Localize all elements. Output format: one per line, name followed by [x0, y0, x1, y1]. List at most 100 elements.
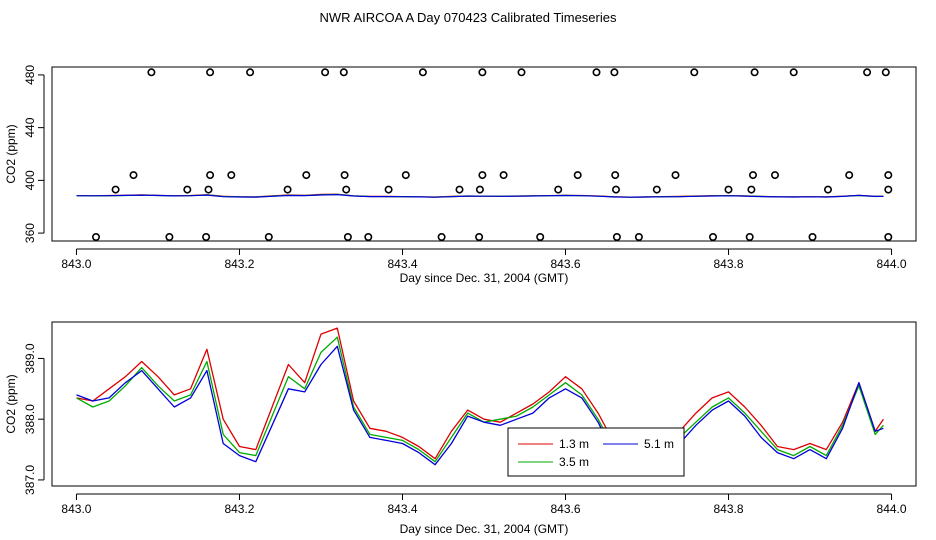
- top-x-tick-label: 843.8: [714, 257, 744, 271]
- calibration-point: [364, 233, 373, 242]
- calibration-point: [517, 68, 526, 77]
- calibration-point: [264, 233, 273, 242]
- calibration-point: [206, 68, 215, 77]
- calibration-point: [206, 171, 215, 180]
- top-y-axis-label: CO2 (ppm): [4, 124, 18, 183]
- calibration-point: [634, 233, 643, 242]
- calibration-point: [92, 233, 101, 242]
- calibration-point: [302, 171, 311, 180]
- top-y-tick-label: 480: [23, 65, 37, 85]
- calibration-point: [745, 233, 754, 242]
- top-x-tick-label: 843.2: [224, 257, 254, 271]
- bot-x-tick-label: 843.2: [224, 502, 254, 516]
- top-calibration-points: [92, 68, 893, 242]
- calibration-point: [573, 171, 582, 180]
- calibration-point: [536, 233, 545, 242]
- calibration-point: [770, 171, 779, 180]
- figure-title: NWR AIRCOA A Day 070423 Calibrated Times…: [320, 10, 617, 25]
- legend-label-1-3m: 1.3 m: [559, 437, 589, 451]
- top-x-tick-label: 844.0: [877, 257, 907, 271]
- calibration-point: [884, 185, 893, 194]
- bot-y-tick-label: 388.0: [23, 404, 37, 434]
- calibration-point: [724, 185, 733, 194]
- legend-label-5-1m: 5.1 m: [644, 437, 674, 451]
- calibration-point: [147, 68, 156, 77]
- calibration-point: [475, 185, 484, 194]
- bottom-y-axis-label: CO2 (ppm): [4, 374, 18, 433]
- calibration-point: [611, 185, 620, 194]
- series-line-3-5-m: [76, 336, 884, 466]
- calibration-point: [884, 233, 893, 242]
- calibration-point: [227, 171, 236, 180]
- calibration-point: [612, 233, 621, 242]
- top-x-axis-label: Day since Dec. 31, 2004 (GMT): [400, 271, 569, 285]
- calibration-point: [863, 68, 872, 77]
- top-x-tick-label: 843.6: [550, 257, 580, 271]
- calibration-point: [881, 68, 890, 77]
- calibration-point: [652, 185, 661, 194]
- calibration-point: [384, 185, 393, 194]
- top-y-axis: 360 400 440 480: [23, 65, 45, 243]
- calibration-point: [165, 233, 174, 242]
- calibration-point: [204, 185, 213, 194]
- calibration-point: [789, 68, 798, 77]
- calibration-point: [321, 68, 330, 77]
- bottom-x-axis-label: Day since Dec. 31, 2004 (GMT): [400, 522, 569, 536]
- calibration-point: [437, 233, 446, 242]
- series-line-1-3-m: [76, 327, 884, 463]
- series-line-5-1-m: [76, 345, 884, 469]
- bot-y-tick-label: 389.0: [23, 343, 37, 373]
- calibration-point: [478, 171, 487, 180]
- top-series-line-5-1-m: [76, 193, 884, 198]
- bottom-y-axis: 387.0 388.0 389.0: [23, 343, 45, 495]
- calibration-point: [708, 233, 717, 242]
- top-x-tick-label: 843.4: [387, 257, 417, 271]
- calibration-point: [401, 171, 410, 180]
- bot-x-tick-label: 843.4: [387, 502, 417, 516]
- legend-box: [507, 427, 685, 477]
- bottom-panel: 843.0 843.2 843.4 843.6 843.8 844.0 387.0 388.…: [4, 321, 917, 536]
- calibration-point: [478, 68, 487, 77]
- calibration-point: [884, 171, 893, 180]
- bottom-plot-frame: [51, 321, 917, 487]
- calibration-point: [823, 185, 832, 194]
- legend-label-3-5m: 3.5 m: [559, 455, 589, 469]
- calibration-point: [340, 171, 349, 180]
- calibration-point: [129, 171, 138, 180]
- calibration-point: [592, 68, 601, 77]
- calibration-point: [554, 185, 563, 194]
- top-x-axis: 843.0 843.2 843.4 843.6 843.8 844.0: [61, 248, 907, 271]
- calibration-point: [183, 185, 192, 194]
- top-y-tick-label: 400: [23, 170, 37, 190]
- calibration-point: [475, 233, 484, 242]
- top-plot-frame: [51, 66, 917, 242]
- calibration-point: [611, 171, 620, 180]
- top-series-lines: [76, 193, 884, 198]
- calibration-point: [690, 68, 699, 77]
- calibration-point: [455, 185, 464, 194]
- top-panel: 843.0 843.2 843.4 843.6 843.8 844.0 360 400 440…: [4, 65, 917, 285]
- top-x-tick-label: 843.0: [61, 257, 91, 271]
- calibration-point: [343, 233, 352, 242]
- calibration-point: [246, 68, 255, 77]
- bottom-x-axis: 843.0 843.2 843.4 843.6 843.8 844.0: [61, 493, 907, 516]
- calibration-point: [339, 68, 348, 77]
- bot-x-tick-label: 843.8: [714, 502, 744, 516]
- bot-x-tick-label: 844.0: [877, 502, 907, 516]
- calibration-point: [283, 185, 292, 194]
- calibration-point: [671, 171, 680, 180]
- calibration-point: [610, 68, 619, 77]
- calibration-point: [808, 233, 817, 242]
- bot-x-tick-label: 843.6: [550, 502, 580, 516]
- calibration-point: [342, 185, 351, 194]
- calibration-point: [747, 185, 756, 194]
- bot-y-tick-label: 387.0: [23, 465, 37, 495]
- top-y-tick-label: 360: [23, 223, 37, 243]
- calibration-point: [202, 233, 211, 242]
- top-y-tick-label: 440: [23, 117, 37, 137]
- calibration-point: [748, 171, 757, 180]
- calibration-point: [845, 171, 854, 180]
- calibration-point: [750, 68, 759, 77]
- bottom-series-lines: [76, 327, 884, 469]
